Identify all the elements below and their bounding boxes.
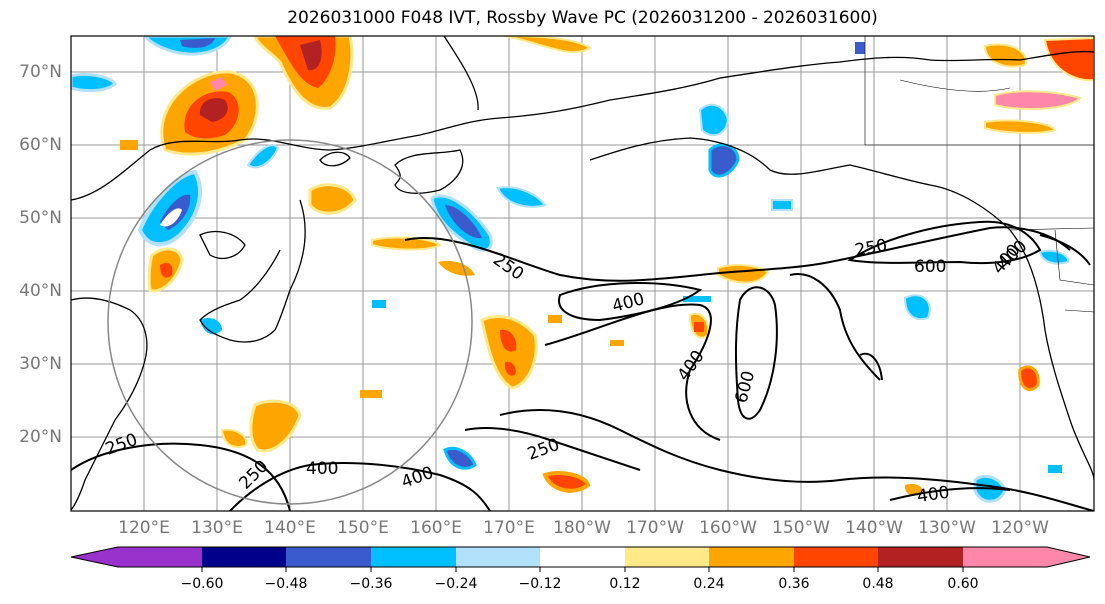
lon-label: 170°E: [483, 518, 535, 538]
positive-anomaly-patches: [120, 36, 1094, 496]
lon-label: 160°W: [699, 518, 757, 538]
lat-label: 60°N: [19, 135, 62, 155]
lat-label: 20°N: [19, 427, 62, 447]
lon-label: 140°W: [845, 518, 903, 538]
lon-label: 130°E: [191, 518, 243, 538]
lon-label: 130°W: [918, 518, 976, 538]
colorbar-tick-label: −0.24: [434, 576, 478, 592]
contour-label: 600: [914, 257, 946, 277]
lon-label: 170°W: [626, 518, 684, 538]
lat-label: 40°N: [19, 281, 62, 301]
lon-label: 180°W: [553, 518, 611, 538]
colorbar-tick-label: 0.60: [947, 576, 979, 592]
lat-label: 70°N: [19, 62, 62, 82]
colorbar-tick-label: 0.36: [778, 576, 810, 592]
contour-label: 400: [306, 459, 338, 479]
rossby-wave-circle: [107, 139, 473, 505]
lat-label: 30°N: [19, 354, 62, 374]
colorbar-tick-label: 0.24: [693, 576, 725, 592]
map-frame: [70, 35, 1095, 512]
negative-anomaly-patches: [71, 36, 1070, 503]
colorbar-tick-label: 0.48: [862, 576, 894, 592]
ivt-contours: [71, 220, 1094, 511]
map-title: 2026031000 F048 IVT, Rossby Wave PC (202…: [287, 8, 878, 28]
coastlines: [71, 36, 1094, 511]
lon-label: 150°E: [337, 518, 389, 538]
colorbar-tick-label: −0.60: [180, 576, 224, 592]
lon-label: 150°W: [772, 518, 830, 538]
colorbar-tick-label: −0.48: [264, 576, 308, 592]
lon-label: 120°E: [118, 518, 170, 538]
colorbar-tick-label: 0.12: [609, 576, 641, 592]
lon-label: 160°E: [410, 518, 462, 538]
lon-label: 120°W: [991, 518, 1049, 538]
contour-label: 400: [916, 483, 951, 507]
lat-label: 50°N: [19, 208, 62, 228]
colorbar-tick-label: −0.12: [518, 576, 562, 592]
colorbar-tick-label: −0.36: [349, 576, 393, 592]
lon-label: 140°E: [264, 518, 316, 538]
